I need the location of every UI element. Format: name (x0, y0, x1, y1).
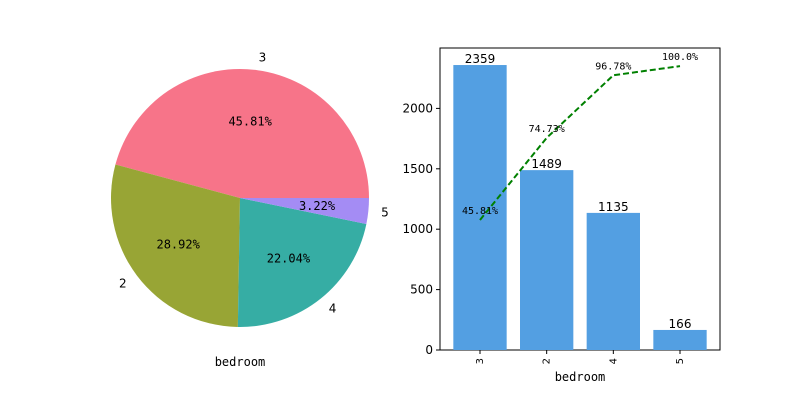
cumulative-label: 45.81% (462, 206, 498, 217)
y-tick-label: 0 (425, 343, 433, 357)
x-tick-label: 3 (475, 358, 486, 364)
cumulative-label: 100.0% (662, 52, 698, 63)
y-tick-label: 1000 (402, 222, 433, 236)
y-tick-label: 500 (410, 283, 433, 297)
pie-slice-4 (237, 198, 367, 327)
y-tick-label: 2000 (402, 101, 433, 115)
cumulative-label: 96.78% (595, 61, 631, 72)
pie-percent-label: 22.04% (267, 251, 311, 265)
bar-5 (653, 329, 707, 350)
pie-slice-5 (240, 198, 369, 224)
x-tick-label: 5 (675, 358, 686, 364)
pie-category-label: 5 (381, 205, 389, 219)
bar-value-label: 1135 (598, 200, 629, 214)
bar-value-label: 1489 (531, 157, 562, 171)
pie-percent-label: 28.92% (156, 238, 200, 252)
pie-category-label: 2 (119, 276, 127, 290)
bar-2 (520, 170, 574, 350)
plot-frame (439, 47, 721, 351)
x-tick-label: 2 (542, 358, 553, 364)
cumulative-label: 74.73% (529, 124, 565, 135)
pie-percent-label: 3.22% (299, 199, 336, 213)
bar-3 (453, 65, 507, 350)
pie-slice-3 (115, 69, 370, 199)
pie-chart: 3 2 4 5 45.81% 28.92% 22.04% 3.22% bedroom (110, 50, 389, 369)
pie-category-label: 4 (329, 302, 337, 316)
bar-xlabel: bedroom (555, 370, 606, 384)
pie-xlabel: bedroom (215, 355, 266, 369)
cumulative-line (479, 65, 681, 221)
bar-value-label: 2359 (465, 52, 496, 66)
x-tick-label: 4 (608, 358, 619, 364)
y-tick-label: 1500 (402, 162, 433, 176)
bar-4 (586, 212, 640, 350)
bar-value-label: 166 (669, 317, 692, 331)
bar-chart: 2359 1489 1135 166 0 500 1000 1500 2000 3 2 4 5 45… (402, 47, 721, 384)
pie-percent-label: 45.81% (228, 114, 272, 128)
pie-category-label: 3 (259, 50, 267, 64)
pie-slice-2 (110, 164, 240, 327)
